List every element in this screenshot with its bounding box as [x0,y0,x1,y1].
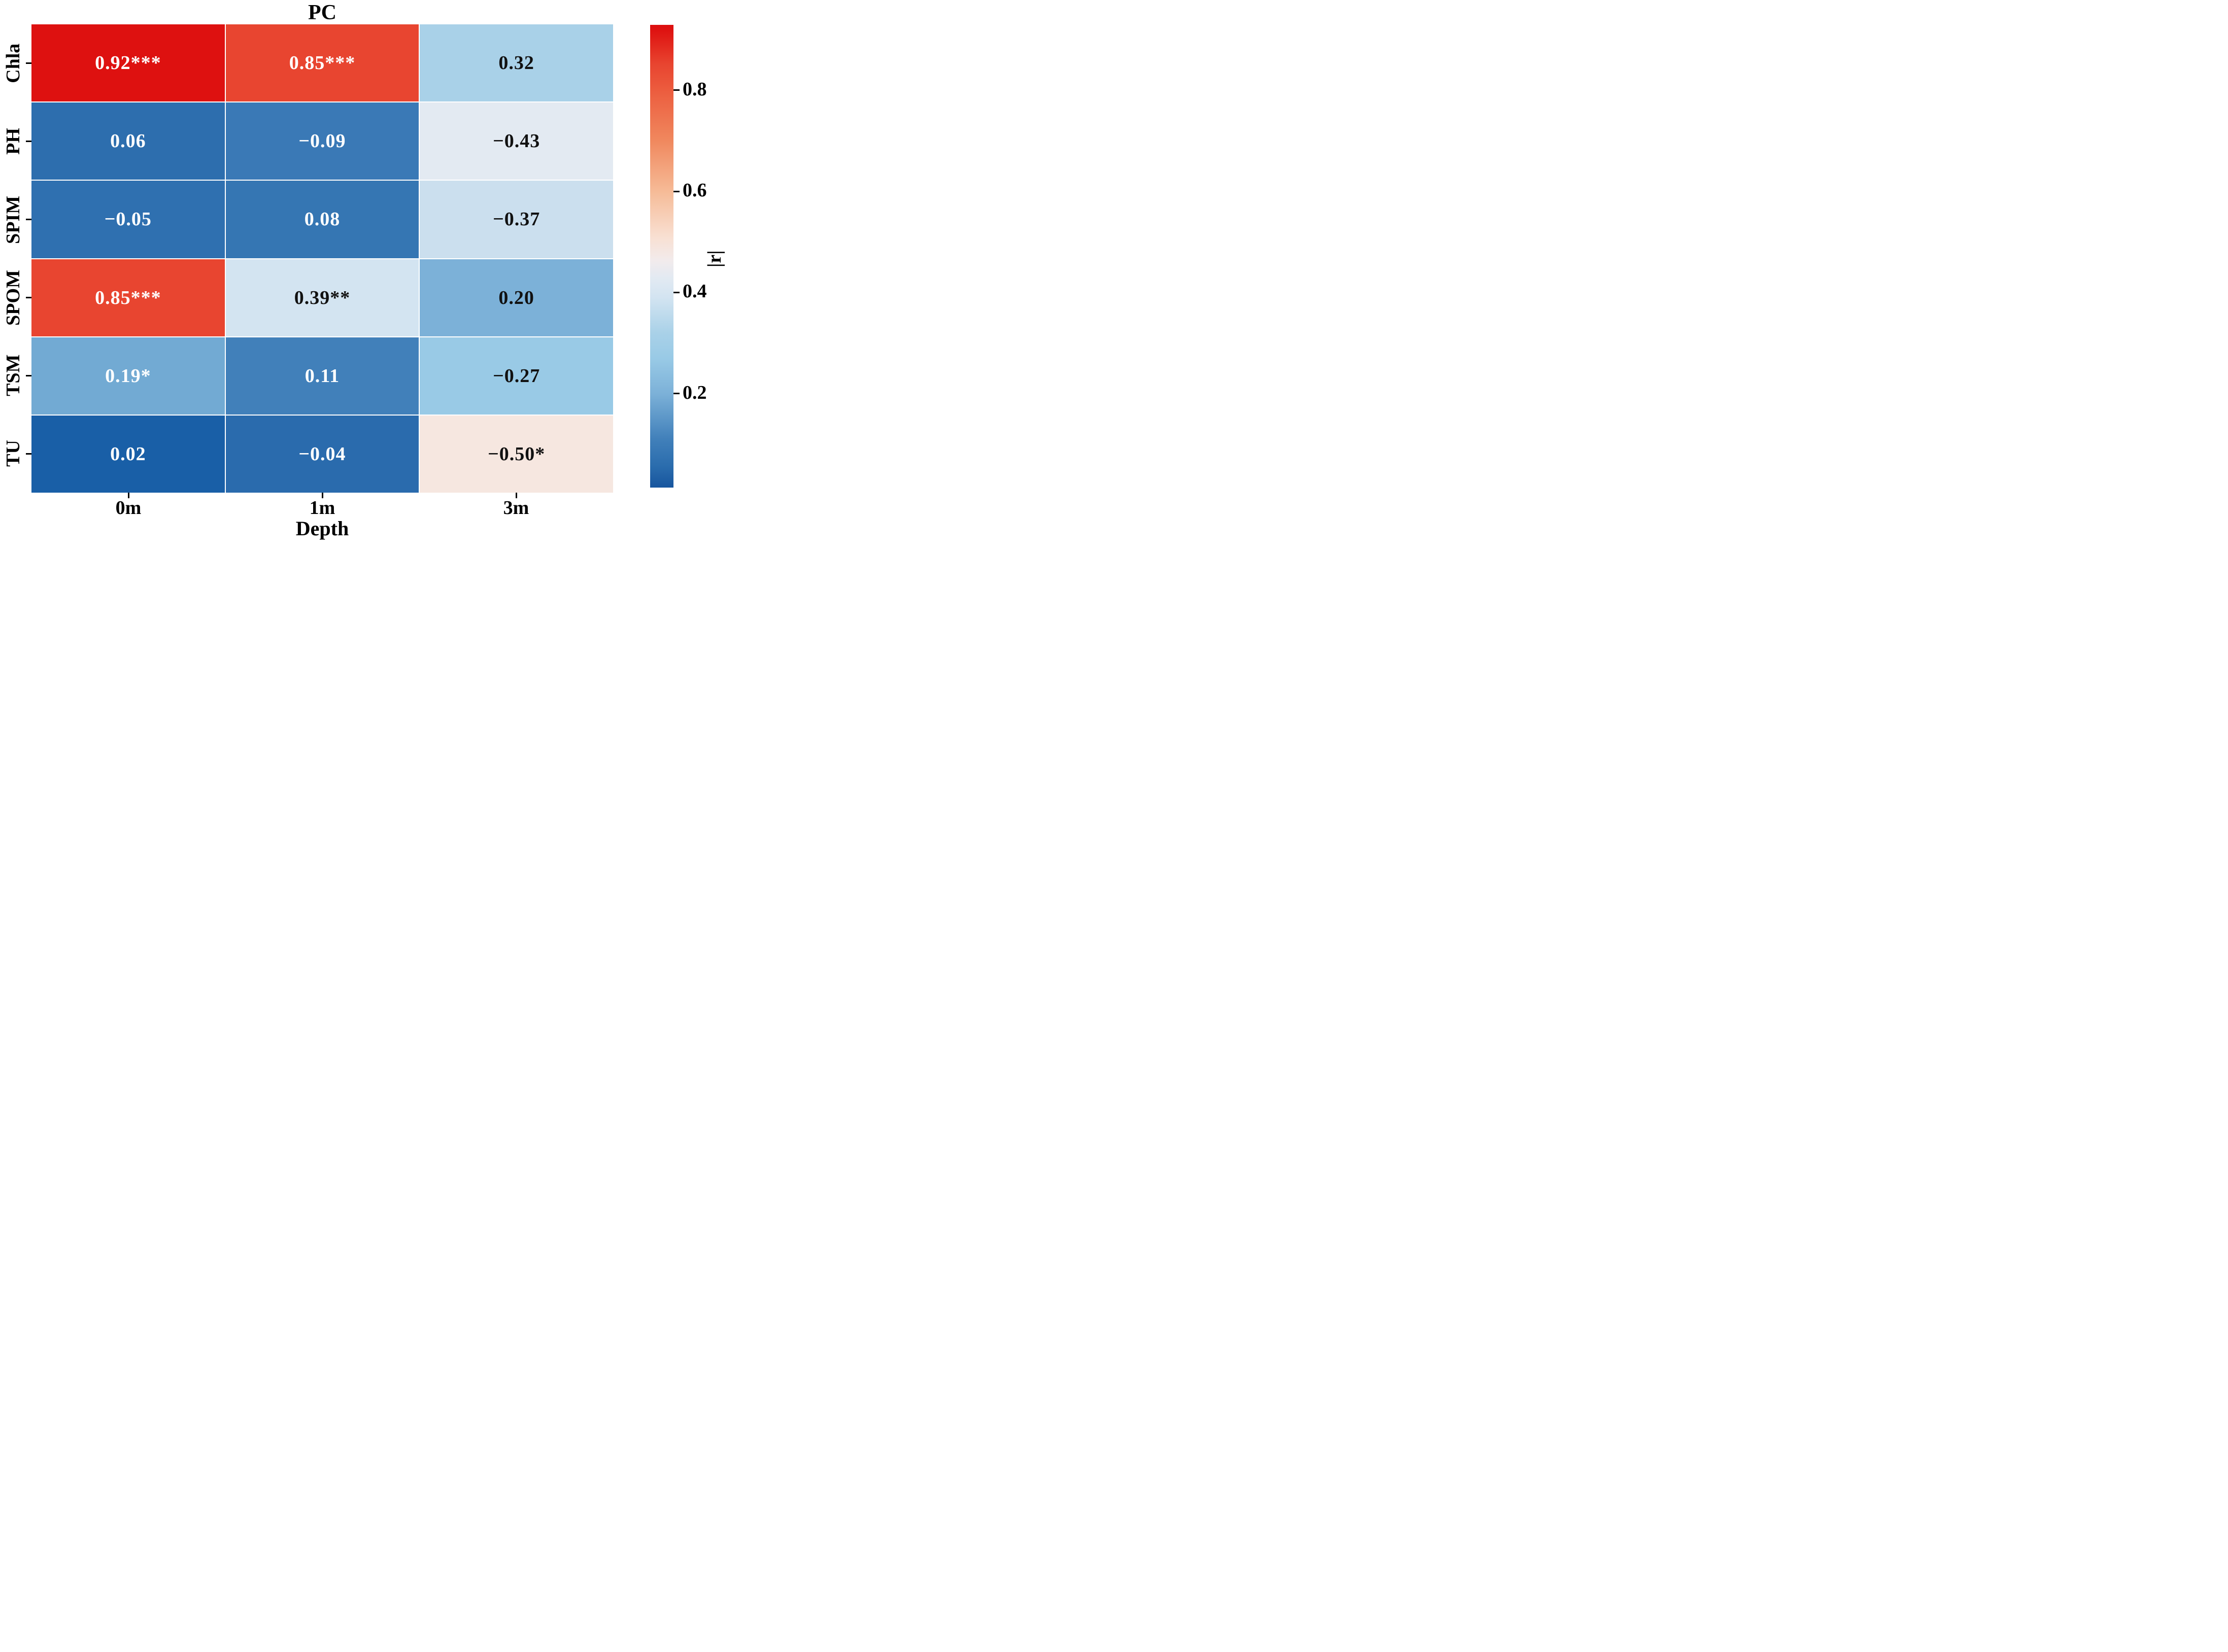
colorbar-tick-mark [673,291,680,293]
heatmap-cell-PH-1m: −0.09 [225,102,419,180]
heatmap-cell-Chla-0m: 0.92*** [31,24,225,102]
heatmap-grid: 0.92*** 0.85*** 0.32 0.06 −0.09 −0.43 −0.05 0.0… [31,24,613,493]
x-tick-mark [127,493,129,498]
y-tick-label-SPOM: SPOM [3,269,24,326]
x-tick-label-3m: 3m [503,497,529,519]
colorbar-tick-label-0.4: 0.4 [683,281,707,302]
heatmap-cell-TU-1m: −0.04 [225,415,419,493]
y-tick-label-TSM: TSM [3,355,24,397]
y-tick-label-TU: TU [3,440,24,467]
y-tick-label-Chla: Chla [3,43,24,83]
y-tick-label-SPIM: SPIM [3,195,24,244]
colorbar-tick-label-0.8: 0.8 [683,78,707,100]
x-tick-label-0m: 0m [115,497,142,519]
colorbar-label: |r| [704,250,725,267]
heatmap-cell-SPOM-3m: 0.20 [420,259,613,336]
chart-title: PC [308,1,336,24]
colorbar-tick-label-0.2: 0.2 [683,382,707,403]
heatmap-cell-TSM-3m: −0.27 [420,337,613,415]
heatmap-cell-SPOM-0m: 0.85*** [31,259,225,336]
y-tick-mark [26,141,31,143]
heatmap-cell-SPOM-1m: 0.39** [225,259,419,336]
heatmap-cell-TSM-0m: 0.19* [31,337,225,415]
colorbar-tick-mark [673,190,680,192]
heatmap-cell-SPIM-1m: 0.08 [225,181,419,258]
colorbar-tick-label-0.6: 0.6 [683,180,707,201]
y-tick-label-PH: PH [3,128,24,155]
heatmap-cell-SPIM-0m: −0.05 [31,181,225,258]
heatmap-cell-SPIM-3m: −0.37 [420,181,613,258]
y-tick-mark [26,219,31,221]
y-tick-mark [26,374,31,376]
colorbar-tick-mark [673,89,680,91]
colorbar [650,25,673,488]
x-axis-title: Depth [295,517,349,540]
x-tick-mark [515,493,517,498]
correlation-heatmap-figure: PC 0.92*** 0.85*** 0.32 0.06 −0.09 −0.43 −0.05… [0,0,731,542]
colorbar-tick-mark [673,393,680,395]
heatmap-cell-TSM-1m: 0.11 [225,337,419,415]
heatmap-cell-PH-3m: −0.43 [420,102,613,180]
heatmap-cell-TU-3m: −0.50* [420,415,613,493]
x-tick-label-1m: 1m [309,497,335,519]
y-tick-mark [26,62,31,64]
heatmap-cell-Chla-3m: 0.32 [420,24,613,102]
x-tick-mark [321,493,323,498]
y-tick-mark [26,296,31,298]
y-tick-mark [26,453,31,455]
heatmap-cell-Chla-1m: 0.85*** [225,24,419,102]
heatmap-cell-PH-0m: 0.06 [31,102,225,180]
heatmap-cell-TU-0m: 0.02 [31,415,225,493]
